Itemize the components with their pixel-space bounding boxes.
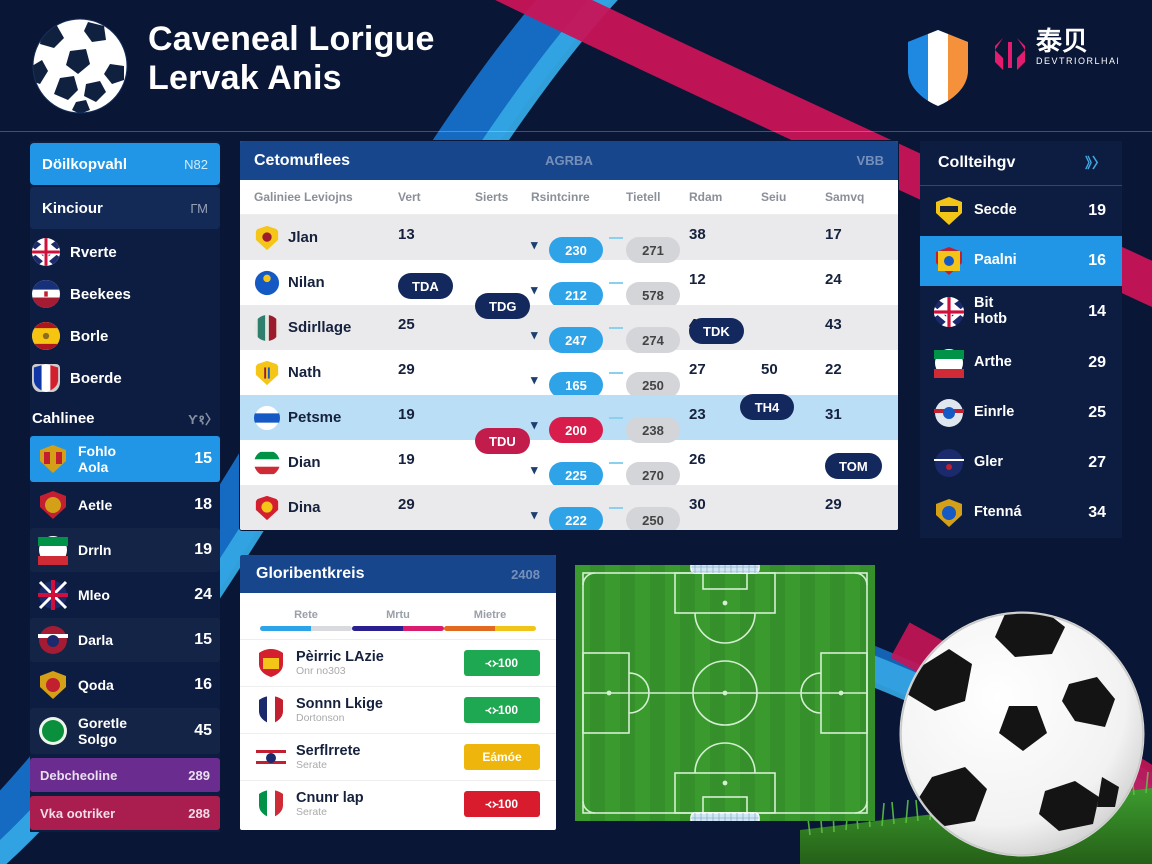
svg-text:DEVTRIORLHAN: DEVTRIORLHAN bbox=[1036, 56, 1118, 66]
svg-text:泰贝: 泰贝 bbox=[1036, 26, 1088, 56]
